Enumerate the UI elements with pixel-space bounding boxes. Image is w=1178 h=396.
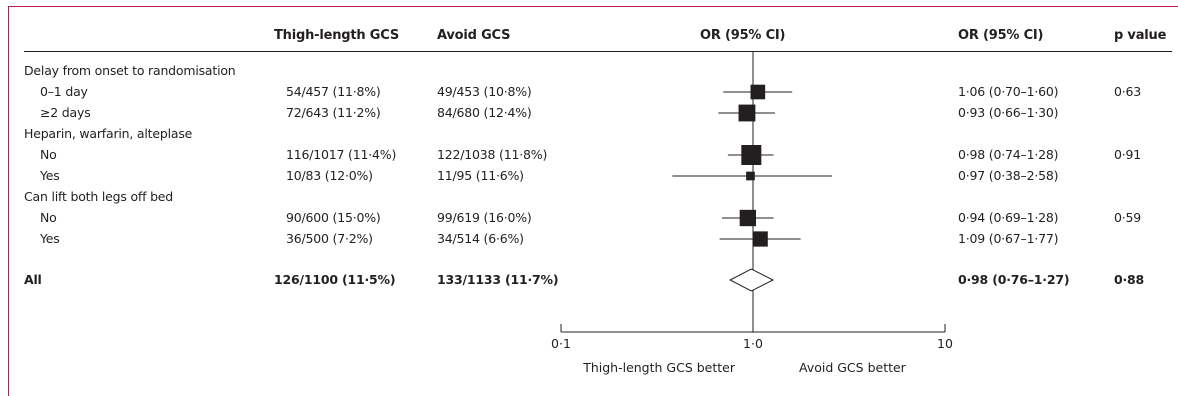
figure-frame-left <box>8 6 9 396</box>
estimate-box <box>746 171 755 181</box>
or-ci-text: 1·06 (0·70–1·60) <box>958 84 1059 99</box>
x-tick-label: 1·0 <box>743 336 763 351</box>
favours-left-label: Thigh-length GCS better <box>582 360 736 375</box>
overall-diamond <box>729 268 775 292</box>
header-p-value: p value <box>1114 28 1167 43</box>
row-label: No <box>40 210 57 225</box>
row-label: ≥2 days <box>40 105 91 120</box>
thigh-events: 72/643 (11·2%) <box>286 105 381 120</box>
thigh-events: 10/83 (12·0%) <box>286 168 373 183</box>
avoid-events: 133/1133 (11·7%) <box>437 272 559 287</box>
header-rule <box>24 51 1172 52</box>
subgroup-heading: Can lift both legs off bed <box>24 189 174 204</box>
avoid-events: 11/95 (11·6%) <box>437 168 524 183</box>
figure-frame-top <box>8 6 1178 7</box>
row-label: 0–1 day <box>40 84 88 99</box>
estimate-box <box>750 84 766 100</box>
thigh-events: 116/1017 (11·4%) <box>286 147 397 162</box>
favours-right-label: Avoid GCS better <box>799 360 907 375</box>
p-value: 0·91 <box>1114 147 1142 162</box>
subgroup-heading: Delay from onset to randomisation <box>24 63 236 78</box>
subgroup-heading: Heparin, warfarin, alteplase <box>24 126 193 141</box>
avoid-events: 122/1038 (11·8%) <box>437 147 548 162</box>
or-ci-text: 0·93 (0·66–1·30) <box>958 105 1059 120</box>
p-value: 0·88 <box>1114 272 1145 287</box>
or-ci-text: 0·98 (0·76–1·27) <box>958 272 1070 287</box>
thigh-events: 54/457 (11·8%) <box>286 84 381 99</box>
row-label: Yes <box>40 168 60 183</box>
estimate-box <box>739 209 757 227</box>
row-label: Yes <box>40 231 60 246</box>
avoid-events: 84/680 (12·4%) <box>437 105 532 120</box>
avoid-events: 49/453 (10·8%) <box>437 84 532 99</box>
p-value: 0·63 <box>1114 84 1142 99</box>
or-ci-text: 0·98 (0·74–1·28) <box>958 147 1059 162</box>
avoid-events: 99/619 (16·0%) <box>437 210 532 225</box>
header-avoid: Avoid GCS <box>437 28 511 43</box>
header-or-text: OR (95% CI) <box>958 28 1044 43</box>
thigh-events: 90/600 (15·0%) <box>286 210 381 225</box>
or-ci-text: 1·09 (0·67–1·77) <box>958 231 1059 246</box>
header-or-plot: OR (95% CI) <box>700 28 786 43</box>
row-label: All <box>24 272 42 287</box>
x-tick-label: 0·1 <box>551 336 571 351</box>
avoid-events: 34/514 (6·6%) <box>437 231 524 246</box>
thigh-events: 126/1100 (11·5%) <box>274 272 396 287</box>
or-ci-text: 0·97 (0·38–2·58) <box>958 168 1059 183</box>
row-label: No <box>40 147 57 162</box>
estimate-box <box>738 104 756 122</box>
header-thigh: Thigh-length GCS <box>274 28 399 43</box>
estimate-box <box>741 145 762 165</box>
estimate-box <box>752 231 768 247</box>
thigh-events: 36/500 (7·2%) <box>286 231 373 246</box>
p-value: 0·59 <box>1114 210 1142 225</box>
or-ci-text: 0·94 (0·69–1·28) <box>958 210 1059 225</box>
x-tick-label: 10 <box>937 336 953 351</box>
